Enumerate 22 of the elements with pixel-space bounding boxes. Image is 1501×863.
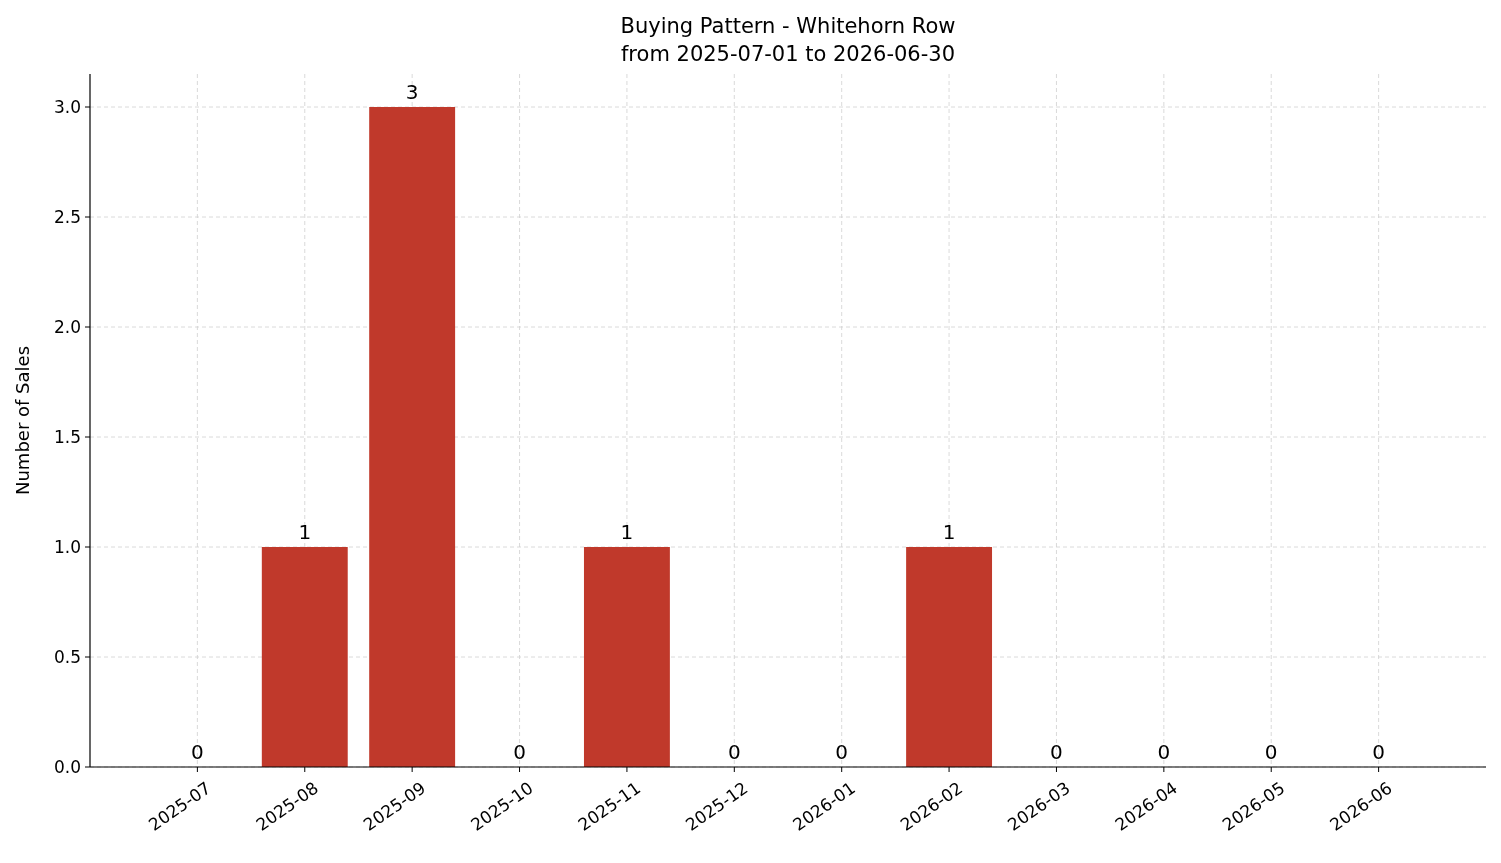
y-tick-label: 2.0 (53, 316, 81, 337)
y-tick-label: 3.0 (53, 96, 81, 117)
data-label: 0 (513, 740, 526, 764)
y-axis-title: Number of Sales (12, 345, 33, 496)
data-label: 0 (191, 740, 204, 764)
chart-subtitle: from 2025-07-01 to 2026-06-30 (620, 42, 956, 66)
data-label: 0 (1372, 740, 1385, 764)
y-tick-label: 2.5 (53, 206, 81, 227)
data-label: 0 (1264, 740, 1278, 764)
y-tick-label: 1.5 (53, 426, 81, 447)
data-label: 0 (727, 740, 741, 764)
data-label: 1 (298, 520, 312, 544)
y-tick-label: 0.0 (53, 756, 81, 777)
data-label: 0 (1157, 740, 1171, 764)
data-label: 3 (405, 80, 419, 104)
y-tick-label: 0.5 (53, 646, 81, 667)
data-label: 1 (620, 520, 634, 544)
data-label: 0 (1050, 740, 1063, 764)
data-label: 0 (835, 740, 849, 764)
chart-title: Buying Pattern - Whitehorn Row (620, 14, 956, 38)
data-label: 1 (942, 520, 956, 544)
y-tick-label: 1.0 (53, 536, 81, 557)
